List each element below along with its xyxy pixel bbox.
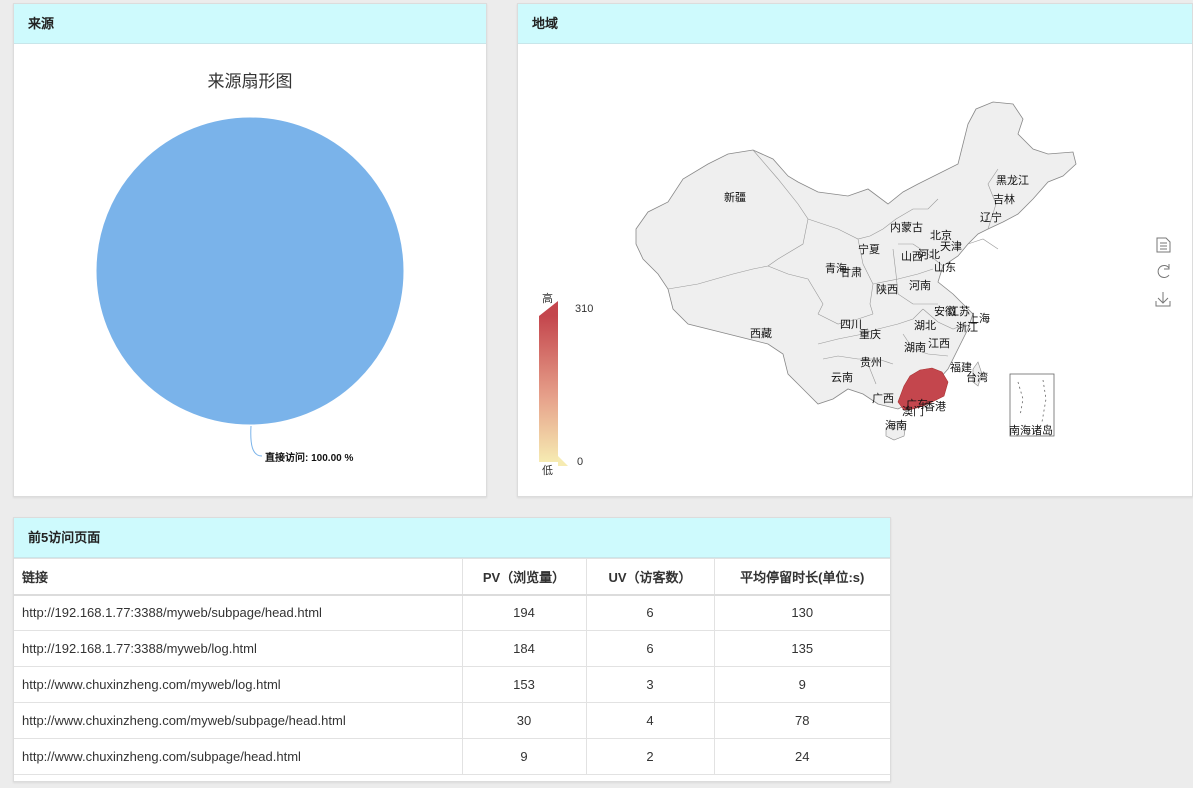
- legend-bar[interactable]: [539, 316, 558, 462]
- province-label: 吉林: [993, 192, 1015, 206]
- pie-slice-direct[interactable]: [95, 116, 405, 426]
- table-row: http://192.168.1.77:3388/myweb/subpage/h…: [14, 594, 890, 631]
- col-header-link[interactable]: 链接: [14, 558, 463, 596]
- province-label: 浙江: [956, 321, 978, 334]
- cell-url: http://www.chuxinzheng.com/myweb/log.htm…: [14, 666, 463, 703]
- province-label: 黑龙江: [996, 174, 1029, 187]
- col-header-pv[interactable]: PV（浏览量）: [461, 558, 587, 596]
- province-label: 甘肃: [840, 266, 862, 279]
- province-label: 香港: [924, 400, 946, 413]
- cell-stay: 130: [713, 594, 890, 631]
- cell-uv: 4: [585, 702, 715, 739]
- province-taiwan[interactable]: [972, 361, 983, 387]
- cell-url: http://www.chuxinzheng.com/subpage/head.…: [14, 738, 463, 775]
- cell-url: http://www.chuxinzheng.com/myweb/subpage…: [14, 702, 463, 739]
- province-label: 山西: [901, 250, 923, 263]
- cell-pv: 153: [461, 666, 587, 703]
- cell-pv: 184: [461, 630, 587, 667]
- pie-chart: 直接访问: 100.00 %: [95, 116, 405, 464]
- province-label: 河北: [918, 248, 940, 261]
- cell-pv: 30: [461, 702, 587, 739]
- province-label: 台湾: [966, 370, 988, 384]
- province-label: 澳门: [902, 404, 924, 418]
- south-china-sea-dashes: [1017, 379, 1047, 423]
- province-label: 云南: [831, 371, 853, 384]
- province-label: 青海: [825, 261, 847, 275]
- province-label: 重庆: [859, 327, 881, 341]
- legend-high-label: 高: [542, 291, 553, 305]
- col-header-uv[interactable]: UV（访客数）: [585, 558, 715, 596]
- province-label: 新疆: [724, 190, 746, 204]
- province-label: 江苏: [948, 305, 970, 318]
- legend-max-value: 310: [575, 303, 593, 315]
- table-row: http://192.168.1.77:3388/myweb/log.html …: [14, 630, 890, 667]
- province-label: 湖北: [914, 319, 936, 332]
- cell-url: http://192.168.1.77:3388/myweb/subpage/h…: [14, 594, 463, 631]
- top5-table: 链接 PV（浏览量） UV（访客数） 平均停留时长(单位:s) http://1…: [14, 558, 890, 775]
- province-label: 广西: [872, 392, 894, 405]
- province-label: 贵州: [860, 356, 882, 369]
- source-panel-title: 来源: [14, 4, 486, 44]
- island-label: 南海诸岛: [1009, 423, 1053, 437]
- top5-panel: 前5访问页面 链接 PV（浏览量） UV（访客数） 平均停留时长(单位:s) h…: [13, 517, 891, 782]
- cell-uv: 3: [585, 666, 715, 703]
- cell-pv: 194: [461, 594, 587, 631]
- province-guangdong[interactable]: [897, 367, 949, 411]
- province-label: 西藏: [750, 327, 772, 340]
- province-label: 北京: [930, 228, 952, 242]
- province-label: 福建: [950, 360, 972, 374]
- province-label: 宁夏: [858, 242, 880, 256]
- legend-handle-high[interactable]: [539, 301, 558, 316]
- province-label: 四川: [840, 319, 862, 331]
- china-outline: [635, 101, 1077, 410]
- legend-handle-low[interactable]: [558, 456, 568, 466]
- legend-min-value: 0: [577, 456, 583, 468]
- col-header-stay[interactable]: 平均停留时长(单位:s): [713, 558, 890, 596]
- province-label: 江西: [928, 337, 950, 350]
- province-hainan[interactable]: [885, 421, 907, 441]
- pie-slice-label: 直接访问: 100.00 %: [265, 451, 353, 464]
- legend-low-label: 低: [542, 464, 553, 477]
- table-row: http://www.chuxinzheng.com/subpage/head.…: [14, 738, 890, 775]
- province-label: 海南: [885, 418, 907, 432]
- province-label: 湖南: [904, 341, 926, 354]
- cell-uv: 6: [585, 630, 715, 667]
- table-header-row: 链接 PV（浏览量） UV（访客数） 平均停留时长(单位:s): [14, 558, 890, 596]
- region-panel-title: 地域: [518, 4, 1192, 44]
- download-icon[interactable]: [1155, 292, 1171, 307]
- cell-uv: 2: [585, 738, 715, 775]
- province-label: 天津: [940, 240, 962, 253]
- province-label: 山东: [934, 261, 956, 274]
- province-label: 广东: [906, 398, 928, 411]
- data-view-icon[interactable]: [1156, 237, 1171, 253]
- cell-pv: 9: [461, 738, 587, 775]
- table-row: http://www.chuxinzheng.com/myweb/subpage…: [14, 702, 890, 739]
- province-label: 上海: [968, 311, 990, 325]
- pie-chart-title: 来源扇形图: [207, 72, 293, 91]
- table-row: http://www.chuxinzheng.com/myweb/log.htm…: [14, 666, 890, 703]
- top5-panel-title: 前5访问页面: [14, 518, 890, 558]
- south-china-sea-box: [1009, 373, 1055, 437]
- refresh-icon[interactable]: [1157, 264, 1170, 278]
- province-label: 安徽: [934, 304, 956, 318]
- province-label: 辽宁: [980, 210, 1002, 224]
- cell-stay: 135: [713, 630, 890, 667]
- pie-label-line: [250, 425, 263, 457]
- province-label: 河南: [909, 279, 931, 292]
- cell-stay: 24: [713, 738, 890, 775]
- cell-stay: 9: [713, 666, 890, 703]
- cell-uv: 6: [585, 594, 715, 631]
- province-label: 内蒙古: [890, 220, 923, 234]
- region-panel: 地域: [517, 3, 1193, 497]
- province-label: 陕西: [876, 282, 898, 296]
- source-panel: 来源 来源扇形图 直接访问: 100.00 %: [13, 3, 487, 497]
- province-borders: [667, 149, 999, 385]
- cell-stay: 78: [713, 702, 890, 739]
- visual-map-legend[interactable]: 高 310 低 0: [539, 291, 593, 477]
- cell-url: http://192.168.1.77:3388/myweb/log.html: [14, 630, 463, 667]
